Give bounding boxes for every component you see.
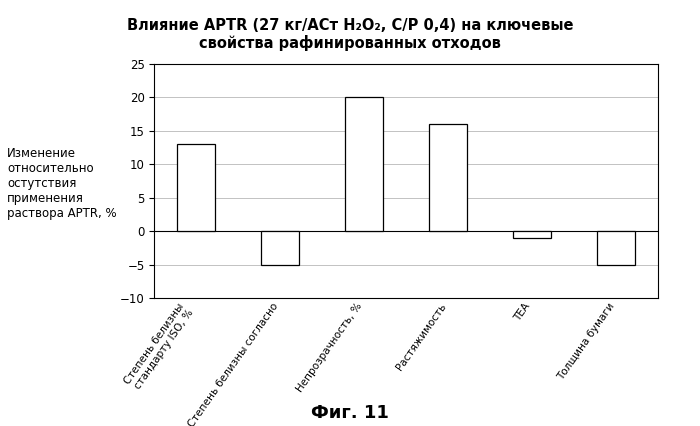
Bar <box>345 98 383 231</box>
Bar <box>597 231 635 265</box>
Bar <box>513 231 551 238</box>
Text: Фиг. 11: Фиг. 11 <box>311 404 389 422</box>
Text: Изменение
относительно
остутствия
применения
раствора APTR, %: Изменение относительно остутствия примен… <box>7 147 117 220</box>
Bar <box>177 144 215 231</box>
Bar <box>261 231 299 265</box>
Bar <box>429 124 467 231</box>
Text: Влияние APTR (27 кг/АСт H₂O₂, C/P 0,4) на ключевые
свойства рафинированных отход: Влияние APTR (27 кг/АСт H₂O₂, C/P 0,4) н… <box>127 17 573 51</box>
